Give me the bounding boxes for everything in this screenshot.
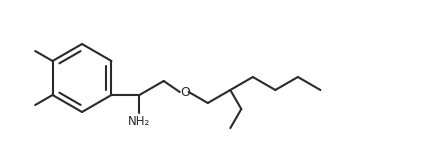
Text: O: O (180, 86, 189, 99)
Text: NH₂: NH₂ (128, 115, 151, 128)
